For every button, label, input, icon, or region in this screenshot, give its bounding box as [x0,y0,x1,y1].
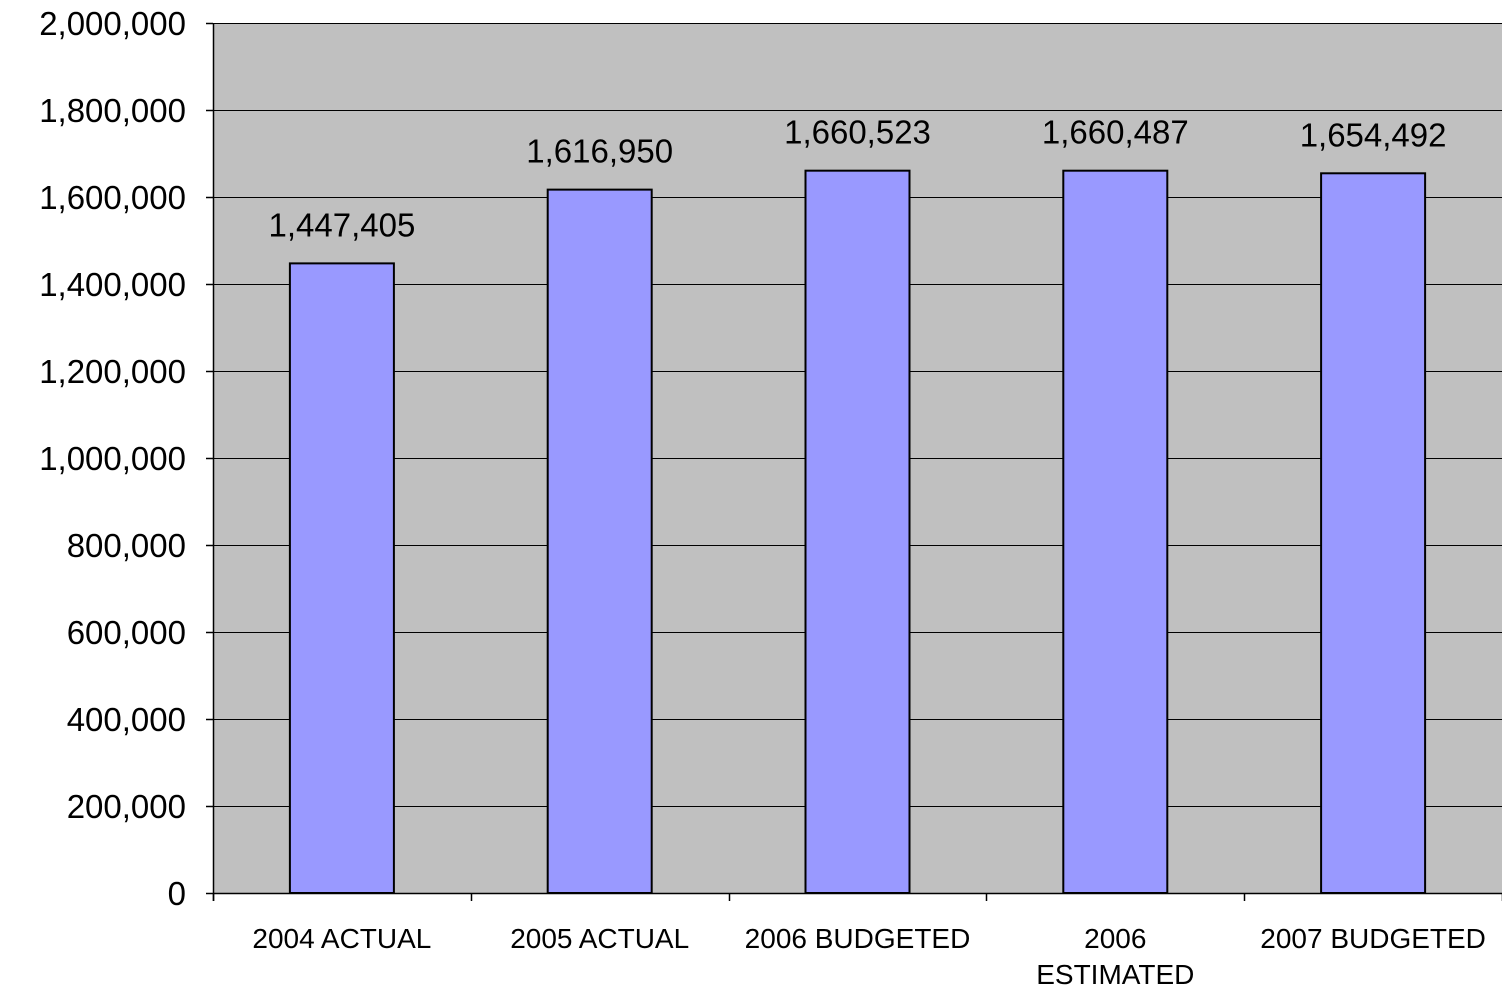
bar-3 [804,169,911,895]
y-tick-label-6: 1,200,000 [39,353,186,390]
y-tick-labels: 0 200,000 400,000 600,000 800,000 1,000,000 1,… [39,5,186,912]
x-tick-label-2: 2005 ACTUAL [510,923,689,954]
y-tick-label-10: 2,000,000 [39,5,186,42]
y-tick-label-0: 0 [168,875,186,912]
data-labels: 1,447,405 1,616,950 1,660,523 1,660,487 1,65… [268,114,1446,244]
y-tick-label-5: 1,000,000 [39,440,186,477]
data-label-5: 1,654,492 [1300,116,1447,153]
y-tick-label-7: 1,400,000 [39,266,186,303]
x-tick-label-4: 2006 ESTIMATED [1036,923,1194,990]
x-tick-label-3: 2006 BUDGETED [745,923,971,954]
x-tick-label-1: 2004 ACTUAL [252,923,431,954]
bars [288,169,1427,895]
bar-1 [288,262,395,894]
y-tick-label-1: 200,000 [67,788,186,825]
y-tick-label-8: 1,600,000 [39,179,186,216]
bar-2 [546,188,653,894]
y-tick-label-9: 1,800,000 [39,92,186,129]
y-tick-label-4: 800,000 [67,527,186,564]
data-label-4: 1,660,487 [1042,114,1189,151]
data-label-3: 1,660,523 [784,114,931,151]
y-tick-label-3: 600,000 [67,614,186,651]
data-label-2: 1,616,950 [526,133,673,170]
axes [206,22,1502,901]
x-tick-labels: 2004 ACTUAL 2005 ACTUAL 2006 BUDGETED 2006 E… [252,923,1486,990]
y-tick-label-2: 400,000 [67,701,186,738]
data-label-1: 1,447,405 [268,206,415,243]
x-tick-label-5: 2007 BUDGETED [1260,923,1486,954]
bar-4 [1062,169,1169,894]
bar-5 [1320,172,1427,895]
